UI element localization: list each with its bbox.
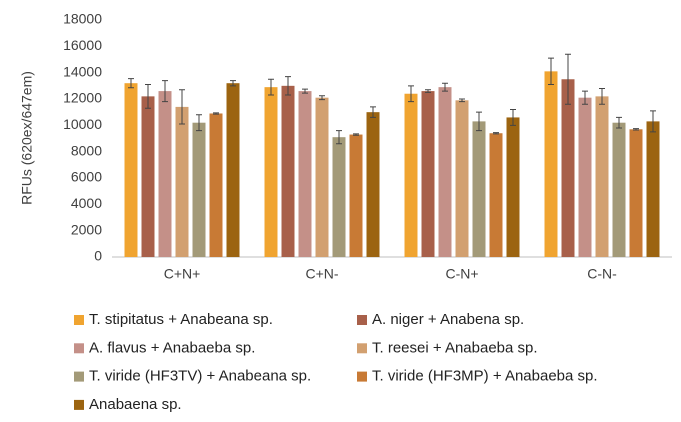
legend-label: A. niger + Anabena sp. [372, 311, 524, 328]
bar [421, 91, 435, 257]
error-bar [582, 90, 588, 105]
bar [544, 71, 558, 257]
error-bar [285, 76, 291, 96]
legend-swatch [357, 371, 367, 382]
bar [124, 83, 138, 257]
bar [455, 100, 469, 257]
legend-label: T. viride (HF3MP) + Anabaeba sp. [372, 368, 598, 385]
bar [472, 121, 486, 257]
bar [489, 133, 503, 257]
bar [404, 93, 418, 257]
error-bar [548, 57, 554, 86]
bar [158, 91, 172, 257]
error-bar [599, 87, 605, 105]
error-bar [370, 106, 376, 118]
y-tick-label: 8000 [71, 142, 102, 158]
x-tick-label: C+N+ [164, 266, 201, 282]
bar [438, 87, 452, 258]
legend-label: A. flavus + Anabaeba sp. [89, 339, 255, 356]
error-bar [565, 53, 571, 105]
error-bar [616, 116, 622, 129]
bar [612, 122, 626, 257]
y-tick-label: 14000 [63, 63, 102, 79]
legend-swatch [357, 315, 367, 325]
error-bar [230, 80, 236, 87]
legend-label: T. stipitatus + Anabeana sp. [89, 311, 273, 328]
bar [298, 91, 312, 257]
y-tick-label: 10000 [63, 116, 102, 132]
error-bar [353, 133, 359, 136]
error-bar [268, 78, 274, 96]
legend-swatch [74, 371, 84, 382]
y-tick-label: 18000 [63, 11, 102, 27]
error-bar [162, 80, 168, 103]
bar [281, 85, 295, 257]
legend-label: Anabaena sp. [89, 396, 182, 413]
bar [349, 134, 363, 257]
error-bar [442, 82, 448, 92]
y-axis-label: RFUs (620ex/647em) [19, 71, 35, 205]
bar [506, 117, 520, 257]
error-bar [493, 132, 499, 135]
x-tick-label: C+N- [305, 266, 338, 282]
error-bar [425, 89, 431, 93]
bar [192, 122, 206, 257]
error-bar [336, 130, 342, 145]
error-bar [196, 114, 202, 132]
legend-swatch [74, 399, 84, 410]
x-tick-label: C-N- [587, 266, 617, 282]
bar [646, 121, 660, 257]
bar [315, 97, 329, 257]
y-tick-label: 4000 [71, 195, 102, 211]
x-tick-label: C-N+ [445, 266, 478, 282]
y-tick-label: 6000 [71, 169, 102, 185]
bar [175, 106, 189, 258]
error-bar [650, 110, 656, 133]
legend-label: T. reesei + Anabaeba sp. [372, 339, 538, 356]
error-bar [633, 128, 639, 131]
error-bar [128, 78, 134, 89]
y-tick-label: 12000 [63, 90, 102, 106]
y-tick-label: 2000 [71, 221, 102, 237]
error-bar [510, 109, 516, 126]
y-tick-label: 0 [94, 248, 102, 264]
bar [561, 79, 575, 257]
bar [629, 129, 643, 257]
bar [366, 112, 380, 258]
legend-swatch [357, 343, 367, 354]
error-bar [319, 95, 325, 101]
bar [264, 87, 278, 258]
legend-label: T. viride (HF3TV) + Anabeana sp. [89, 368, 311, 385]
error-bar [302, 88, 308, 94]
bar [332, 137, 346, 257]
error-bar [459, 98, 465, 103]
bar [595, 96, 609, 257]
bar [141, 96, 155, 257]
legend-swatch [74, 315, 84, 325]
error-bar [213, 112, 219, 115]
error-bar [145, 84, 151, 109]
bar [209, 113, 223, 257]
bar [226, 83, 240, 257]
bar [578, 97, 592, 257]
legend-swatch [74, 343, 84, 354]
error-bar [408, 85, 414, 103]
error-bar [179, 89, 185, 125]
error-bar [476, 111, 482, 132]
y-tick-label: 16000 [63, 37, 102, 53]
